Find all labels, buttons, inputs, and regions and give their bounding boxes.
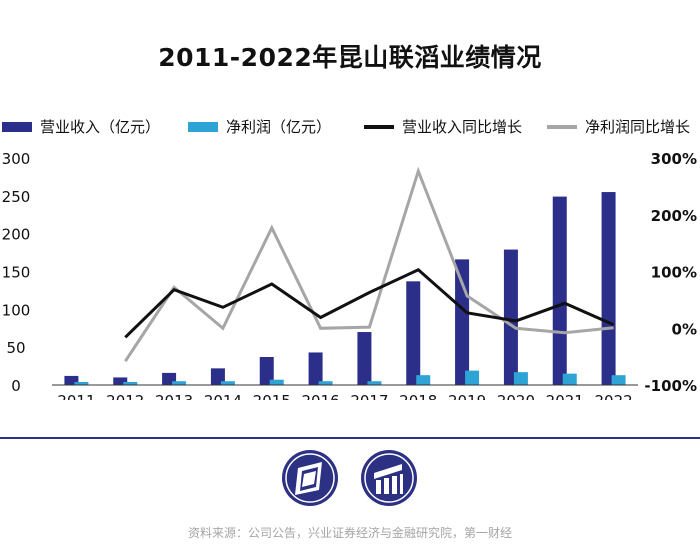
bar-revenue-2019 bbox=[455, 259, 470, 385]
source-note: 资料来源：公司公告，兴业证券经济与金融研究院，第一财经 bbox=[187, 526, 512, 540]
x-tick-2021: 2021 bbox=[546, 392, 584, 400]
left-tick-300: 300 bbox=[2, 150, 31, 168]
chart: 0 50 100 150 200 250 300 -100% 0% 100% 200% 300% 201… bbox=[2, 150, 697, 400]
legend-item-revenue-growth: 营业收入同比增长 bbox=[364, 116, 522, 137]
bar-profit-2015 bbox=[269, 379, 284, 385]
x-tick-2020: 2020 bbox=[497, 392, 535, 400]
right-tick-0%: 0% bbox=[672, 320, 697, 338]
bar-profit-2018 bbox=[416, 375, 431, 385]
left-tick-250: 250 bbox=[2, 188, 31, 206]
right-tick-300%: 300% bbox=[651, 150, 697, 168]
divider bbox=[0, 437, 700, 439]
bar-profit-2011 bbox=[74, 381, 89, 385]
left-tick-50: 50 bbox=[6, 339, 25, 357]
right-tick-100%: 100% bbox=[651, 264, 697, 282]
legend-swatch-revenue-growth bbox=[364, 124, 394, 129]
line-revenue-growth bbox=[124, 268, 615, 339]
bar-profit-2016 bbox=[318, 381, 333, 385]
bar-revenue-2018 bbox=[406, 281, 421, 385]
x-tick-2012: 2012 bbox=[106, 392, 144, 400]
bar-profit-2017 bbox=[367, 381, 382, 385]
bar-revenue-2011 bbox=[64, 375, 79, 385]
legend: 营业收入（亿元） 净利润（亿元） 营业收入同比增长 净利润同比增长 bbox=[0, 116, 700, 140]
bar-profit-2019 bbox=[465, 370, 480, 385]
bar-profit-2021 bbox=[562, 373, 577, 385]
bar-profit-2013 bbox=[172, 381, 187, 385]
x-tick-2018: 2018 bbox=[399, 392, 437, 400]
legend-item-revenue: 营业收入（亿元） bbox=[2, 116, 160, 137]
legend-swatch-revenue bbox=[2, 121, 32, 132]
right-tick--100%: -100% bbox=[644, 377, 697, 395]
legend-label-profit: 净利润（亿元） bbox=[226, 118, 332, 136]
book-logo-icon bbox=[282, 450, 338, 506]
bar-revenue-2015 bbox=[259, 357, 274, 385]
page-title: 2011-2022年昆山联滔业绩情况 bbox=[158, 43, 542, 72]
brand-logo-left bbox=[281, 449, 339, 507]
left-tick-100: 100 bbox=[2, 301, 31, 319]
x-tick-2022: 2022 bbox=[594, 392, 632, 400]
bar-profit-2014 bbox=[220, 381, 235, 385]
x-tick-2013: 2013 bbox=[155, 392, 193, 400]
legend-label-profit-growth: 净利润同比增长 bbox=[585, 118, 691, 136]
x-tick-2019: 2019 bbox=[448, 392, 486, 400]
legend-swatch-profit-growth bbox=[547, 124, 577, 129]
legend-label-revenue: 营业收入（亿元） bbox=[40, 118, 161, 136]
bar-revenue-2017 bbox=[357, 332, 372, 385]
left-tick-150: 150 bbox=[2, 264, 31, 282]
bar-revenue-2020 bbox=[503, 249, 518, 385]
x-tick-2016: 2016 bbox=[301, 392, 339, 400]
legend-swatch-profit bbox=[188, 121, 218, 132]
x-tick-2017: 2017 bbox=[350, 392, 388, 400]
bar-profit-2012 bbox=[123, 381, 138, 385]
legend-label-revenue-growth: 营业收入同比增长 bbox=[402, 118, 523, 136]
line-profit-growth bbox=[124, 166, 614, 363]
brand-logo-right bbox=[360, 449, 418, 507]
bar-revenue-2022 bbox=[601, 192, 616, 385]
left-tick-0: 0 bbox=[11, 377, 21, 395]
bar-revenue-2016 bbox=[308, 352, 323, 385]
bar-profit-2020 bbox=[513, 372, 528, 385]
legend-item-profit: 净利润（亿元） bbox=[188, 116, 331, 137]
right-tick-200%: 200% bbox=[651, 207, 697, 225]
bar-profit-2022 bbox=[611, 375, 626, 385]
bar-revenue-2021 bbox=[552, 196, 567, 385]
building-logo-icon bbox=[361, 450, 417, 506]
bar-revenue-2012 bbox=[113, 377, 128, 385]
left-tick-200: 200 bbox=[2, 226, 31, 244]
x-tick-2015: 2015 bbox=[253, 392, 291, 400]
x-tick-2011: 2011 bbox=[57, 392, 95, 400]
x-tick-2014: 2014 bbox=[204, 392, 242, 400]
bar-revenue-2014 bbox=[210, 368, 225, 385]
legend-item-profit-growth: 净利润同比增长 bbox=[547, 116, 690, 137]
